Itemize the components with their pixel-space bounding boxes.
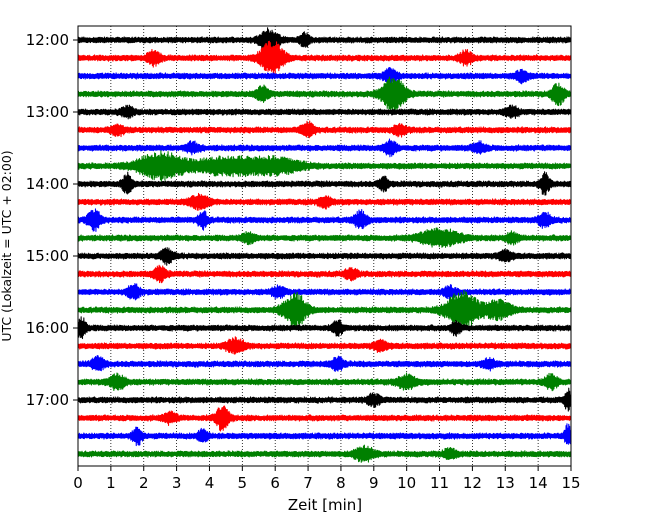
y-tick-label: 12:00 — [26, 31, 69, 49]
trace-row — [77, 138, 572, 158]
x-axis-ticks: 0 1 2 3 4 5 6 7 8 9 10 11 12 13 14 15 — [73, 466, 581, 492]
trace-row — [77, 264, 572, 284]
y-tick-label: 15:00 — [26, 247, 69, 265]
x-tick-label: 11 — [430, 474, 449, 492]
trace-row — [77, 66, 572, 85]
x-tick-label: 1 — [106, 474, 116, 492]
y-tick-label: 14:00 — [26, 175, 69, 193]
y-tick-label: 13:00 — [26, 103, 69, 121]
trace-row — [77, 150, 572, 182]
trace-row — [77, 104, 572, 120]
trace-row — [77, 444, 572, 463]
trace-row — [77, 76, 572, 113]
trace-row — [77, 227, 572, 248]
y-axis-label: UTC (Lokalzeit = UTC + 02:00) — [0, 150, 14, 341]
trace-row — [77, 282, 572, 301]
seismic-traces — [77, 27, 572, 463]
trace-row — [77, 336, 572, 355]
x-tick-label: 3 — [172, 474, 182, 492]
trace-row — [77, 120, 572, 139]
trace-row — [77, 372, 572, 392]
trace-row — [77, 247, 572, 266]
x-tick-label: 10 — [397, 474, 416, 492]
x-tick-label: 9 — [369, 474, 379, 492]
trace-row — [77, 40, 572, 78]
x-tick-label: 8 — [336, 474, 346, 492]
trace-row — [77, 423, 572, 447]
x-tick-label: 15 — [561, 474, 580, 492]
plot-frame — [77, 25, 572, 467]
trace-row — [77, 355, 572, 372]
vertical-gridlines — [110, 26, 539, 466]
x-tick-label: 4 — [205, 474, 215, 492]
trace-row — [77, 387, 572, 412]
x-tick-label: 14 — [529, 474, 548, 492]
x-tick-label: 7 — [303, 474, 313, 492]
trace-row — [77, 27, 572, 52]
y-tick-label: 16:00 — [26, 319, 69, 337]
x-tick-label: 12 — [463, 474, 482, 492]
x-tick-label: 0 — [73, 474, 83, 492]
trace-row — [77, 192, 572, 211]
trace-row — [77, 208, 572, 232]
trace-row — [77, 290, 572, 331]
x-tick-label: 2 — [139, 474, 149, 492]
y-tick-label: 17:00 — [26, 391, 69, 409]
trace-row — [77, 316, 572, 340]
x-axis-label: Zeit [min] — [288, 496, 362, 514]
x-tick-label: 13 — [496, 474, 515, 492]
x-tick-label: 5 — [238, 474, 248, 492]
trace-row — [77, 171, 572, 196]
y-axis-ticks: 12:00 13:00 14:00 15:00 16:00 17:00 — [26, 31, 78, 409]
x-tick-label: 6 — [270, 474, 280, 492]
trace-row — [77, 405, 572, 432]
